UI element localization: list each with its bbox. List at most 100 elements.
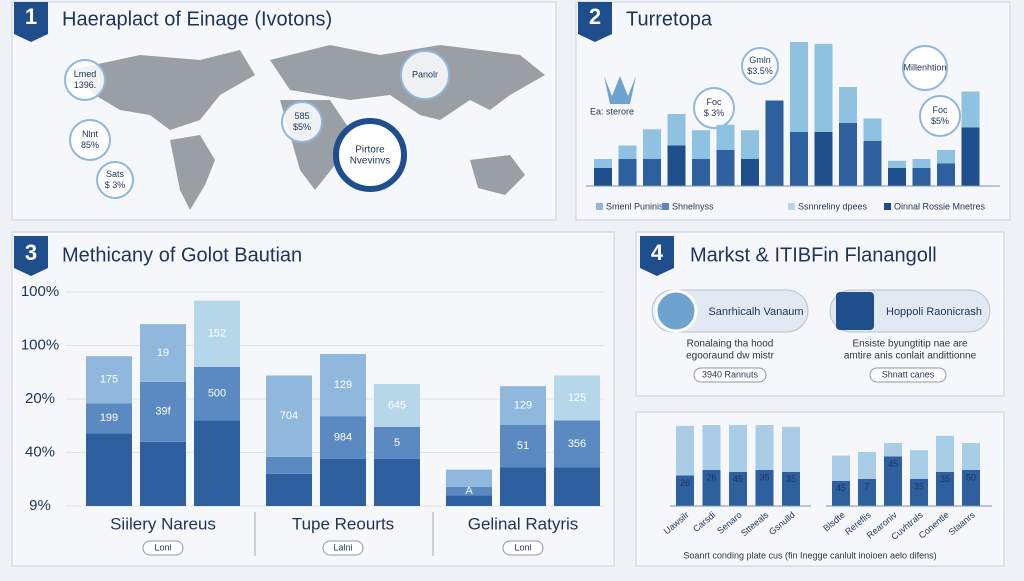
y-label: 20% bbox=[25, 390, 55, 407]
bar-label: 984 bbox=[334, 431, 352, 443]
highlight-label: Nvevinvs bbox=[350, 156, 391, 167]
card-button-label[interactable]: 3940 Rannuts bbox=[702, 369, 759, 379]
bar-segment bbox=[716, 150, 735, 186]
y-label: 9% bbox=[29, 497, 51, 514]
bar-segment bbox=[937, 163, 955, 186]
bar-label: 35 bbox=[940, 474, 950, 484]
bar-segment bbox=[962, 443, 980, 470]
bubble-label: Gmln bbox=[749, 55, 771, 65]
bar-label: 35 bbox=[786, 474, 796, 484]
bar-segment bbox=[86, 403, 132, 434]
bar-segment bbox=[643, 159, 661, 186]
group-button[interactable] bbox=[142, 540, 184, 556]
bubble-label: Sats bbox=[106, 169, 125, 179]
bubble-label: 1396. bbox=[74, 80, 97, 90]
bar-label: 152 bbox=[208, 328, 226, 340]
caption: Soanrt conding plate cus (fin Inegge can… bbox=[683, 550, 936, 560]
bar-segment bbox=[729, 471, 747, 506]
bubble bbox=[96, 161, 134, 199]
bar-segment bbox=[266, 375, 312, 457]
bar-label: 500 bbox=[208, 388, 226, 400]
bubble-label: $5% bbox=[293, 122, 311, 132]
bubble-label: $ 3% bbox=[105, 180, 126, 190]
card-text: egooraund dw mistr bbox=[686, 351, 774, 362]
bar-label: 645 bbox=[388, 399, 406, 411]
bar-segment bbox=[194, 366, 240, 421]
bar-segment bbox=[266, 473, 312, 506]
bar-segment bbox=[374, 426, 420, 459]
bar-segment bbox=[676, 475, 694, 506]
badge-number: 4 bbox=[651, 240, 664, 265]
bar-segment bbox=[790, 42, 808, 132]
bar-label: 51 bbox=[517, 440, 529, 452]
group-label: Siilery Nareus bbox=[110, 514, 216, 533]
bar-segment bbox=[858, 479, 876, 506]
card-text: amtire anis conlait andittionne bbox=[844, 351, 977, 362]
icon bbox=[604, 76, 636, 104]
bubble bbox=[281, 101, 323, 143]
legend-label: Oinnal Rossie Mnetres bbox=[894, 201, 986, 211]
bubble bbox=[69, 119, 111, 161]
bar-label: 129 bbox=[334, 379, 352, 391]
bar-segment bbox=[140, 381, 186, 442]
bar-segment bbox=[618, 159, 637, 186]
bar-label: 35 bbox=[759, 472, 769, 482]
group-button-label[interactable]: Lalni bbox=[333, 542, 352, 552]
bar-segment bbox=[374, 384, 420, 427]
bubble-label: Foc bbox=[932, 105, 948, 115]
bar-segment bbox=[676, 425, 694, 476]
bar-label: 45 bbox=[836, 483, 846, 493]
bar-label: 50 bbox=[966, 472, 976, 482]
group-button-label[interactable]: Loni bbox=[154, 542, 171, 552]
bar-segment bbox=[888, 160, 906, 168]
bar-label: 26 bbox=[706, 472, 716, 482]
bar-segment bbox=[741, 159, 759, 186]
bar-segment bbox=[374, 458, 420, 506]
icon-label: Ea: sterore bbox=[590, 106, 634, 116]
bubble bbox=[741, 47, 779, 85]
bar-segment bbox=[320, 416, 366, 459]
bar-segment bbox=[500, 467, 546, 506]
bar-segment bbox=[554, 467, 600, 506]
bar-segment bbox=[910, 479, 928, 506]
panel-title: Haeraplact of Einage (Ivotons) bbox=[62, 8, 332, 30]
badges bbox=[14, 2, 674, 276]
bar-segment bbox=[446, 486, 492, 496]
bar-segment bbox=[765, 100, 784, 186]
card-button-label[interactable]: Shnatt canes bbox=[882, 369, 935, 379]
bar-segment bbox=[910, 450, 928, 479]
card-button[interactable] bbox=[693, 367, 767, 383]
panel-title: Turretopa bbox=[626, 8, 713, 30]
group-button[interactable] bbox=[502, 540, 544, 556]
bubble-label: Foc bbox=[706, 97, 722, 107]
bubble bbox=[919, 95, 961, 137]
card-icon bbox=[836, 292, 874, 330]
bar-label: 35 bbox=[914, 481, 924, 491]
bar-segment bbox=[643, 129, 661, 159]
bar-segment bbox=[863, 118, 882, 141]
badge-number: 3 bbox=[25, 240, 37, 265]
bubble-label: Millenhtion bbox=[903, 62, 946, 72]
bar-segment bbox=[884, 443, 902, 457]
card-icon bbox=[654, 289, 698, 333]
bubble-label: Nlnt bbox=[82, 129, 99, 139]
bar-label: A bbox=[465, 485, 473, 497]
group-button-label[interactable]: Loni bbox=[514, 542, 531, 552]
panel-title: Markst & ITIBFin Flanangoll bbox=[690, 244, 937, 266]
bar-segment bbox=[554, 375, 600, 421]
bar-segment bbox=[320, 354, 366, 417]
bar-segment bbox=[446, 469, 492, 487]
bar-segment bbox=[839, 87, 857, 123]
group-button[interactable] bbox=[322, 540, 364, 556]
bar-label: 45 bbox=[888, 459, 898, 469]
card-button[interactable] bbox=[869, 367, 947, 383]
bar-segment bbox=[961, 127, 980, 186]
bar-segment bbox=[446, 495, 492, 506]
bar-segment bbox=[888, 168, 906, 186]
bar-segment bbox=[729, 425, 747, 472]
bar-segment bbox=[500, 386, 546, 425]
bar-segment bbox=[814, 132, 833, 186]
bar-segment bbox=[839, 123, 857, 186]
bar-segment bbox=[618, 145, 637, 159]
